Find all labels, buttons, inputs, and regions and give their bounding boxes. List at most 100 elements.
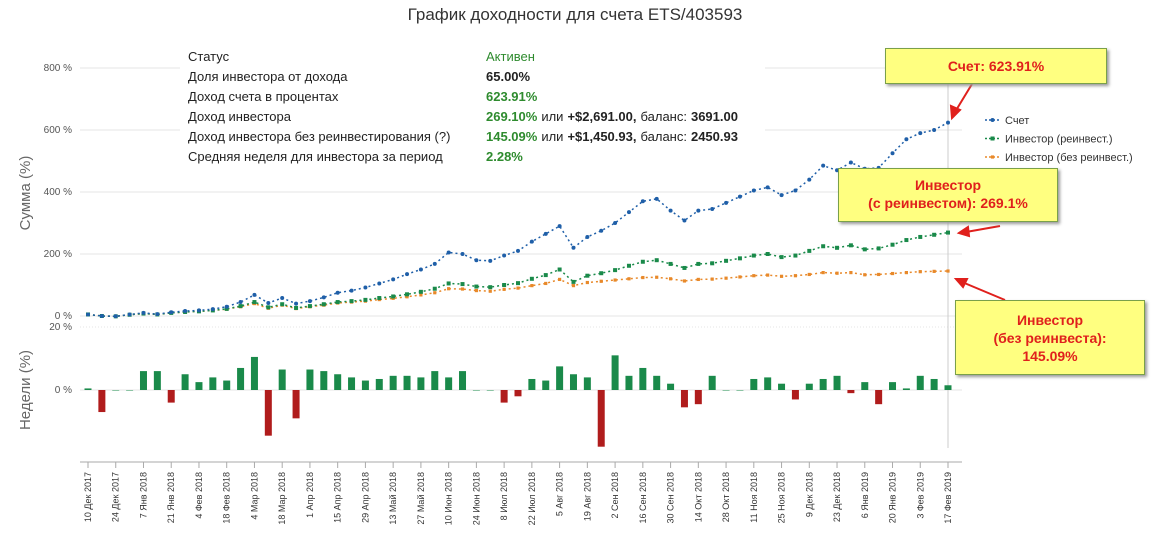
y-tick-label: 0 % <box>55 385 72 396</box>
point <box>99 314 104 318</box>
x-tick-label: 4 Фев 2018 <box>194 472 204 519</box>
x-tick-label: 7 Янв 2018 <box>138 472 148 518</box>
point <box>890 242 895 247</box>
bar <box>916 375 924 390</box>
point <box>752 274 756 278</box>
legend-marker <box>990 136 995 141</box>
plot <box>84 120 952 447</box>
bar <box>98 390 106 413</box>
x-tick-label: 14 Окт 2018 <box>693 472 703 522</box>
point <box>113 314 118 319</box>
x-tick-label: 21 Янв 2018 <box>166 472 176 523</box>
point <box>321 302 326 307</box>
point <box>613 268 618 273</box>
bar <box>514 390 522 397</box>
point <box>252 300 257 305</box>
bar <box>209 377 217 390</box>
bar <box>250 356 258 390</box>
bar <box>306 369 314 390</box>
point <box>543 273 548 278</box>
point <box>488 289 492 293</box>
point <box>737 194 742 199</box>
point <box>544 281 548 286</box>
x-tick-label: 8 Июл 2018 <box>499 472 509 520</box>
bar <box>500 390 508 403</box>
point <box>640 199 645 204</box>
point <box>543 231 548 236</box>
point <box>363 285 368 290</box>
info-value-part: 623.91% <box>486 89 538 104</box>
info-label: Средняя неделя для инвестора за период <box>188 149 443 164</box>
point <box>765 185 770 190</box>
point <box>613 221 618 225</box>
info-value: 269.10% или +$2,691.00, баланс: 3691.00 <box>486 107 742 127</box>
bar <box>334 374 342 390</box>
point <box>863 273 867 277</box>
callout-text: (без реинвеста): <box>993 330 1107 346</box>
bar <box>126 390 134 391</box>
point <box>710 207 715 212</box>
point <box>349 288 354 293</box>
point <box>654 258 659 263</box>
bar <box>223 380 231 390</box>
bar <box>181 374 189 390</box>
point <box>946 230 950 235</box>
legend-marker <box>990 155 995 159</box>
point <box>502 253 507 258</box>
point <box>294 301 299 306</box>
point <box>890 271 895 276</box>
point <box>321 295 326 300</box>
point <box>433 291 437 295</box>
point <box>626 210 631 215</box>
point <box>599 279 603 283</box>
point <box>724 258 729 263</box>
point <box>779 274 784 278</box>
bar <box>736 390 744 391</box>
point <box>904 137 909 142</box>
point <box>766 273 770 277</box>
point <box>904 271 908 275</box>
bar <box>667 383 675 390</box>
point <box>391 294 396 299</box>
point <box>890 151 895 156</box>
x-tick-label: 18 Фев 2018 <box>222 472 232 524</box>
x-tick-label: 17 Фев 2019 <box>943 472 953 524</box>
info-value-part: Активен <box>486 49 535 64</box>
x-tick-label: 28 Окт 2018 <box>721 472 731 522</box>
point <box>307 304 312 309</box>
bar <box>139 371 147 390</box>
point <box>196 308 201 313</box>
x-tick-label: 20 Янв 2019 <box>888 472 898 523</box>
info-value: 623.91% <box>486 87 541 107</box>
x-tick-label: 22 Июл 2018 <box>527 472 537 525</box>
bar <box>528 378 536 390</box>
callout-text: (с реинвестом): 269.1% <box>868 195 1028 211</box>
bar <box>472 390 480 391</box>
y-tick-label: 800 % <box>44 63 72 74</box>
point <box>710 261 715 266</box>
bar <box>833 375 841 390</box>
y-tick-label: 0 % <box>55 311 72 322</box>
point <box>224 306 229 311</box>
callout-text: Инвестор <box>914 177 982 193</box>
point <box>432 286 437 291</box>
point <box>751 188 756 193</box>
bar <box>348 377 356 390</box>
point <box>307 299 312 304</box>
bar <box>264 390 272 436</box>
bar <box>944 385 952 390</box>
point <box>516 286 520 290</box>
point <box>793 253 798 258</box>
point <box>668 208 673 213</box>
bar <box>791 390 799 400</box>
point <box>585 280 589 285</box>
point <box>627 277 631 281</box>
bar <box>237 367 245 390</box>
callout-text: Счет: 623.91% <box>947 58 1045 74</box>
info-value-part: или <box>541 109 564 124</box>
point <box>502 283 507 287</box>
y-axis-title: Сумма (%) <box>17 156 34 231</box>
info-value: 145.09% или +$1,450.93, баланс: 2450.93 <box>486 127 742 147</box>
info-value-part: или <box>541 129 564 144</box>
point <box>558 277 562 282</box>
